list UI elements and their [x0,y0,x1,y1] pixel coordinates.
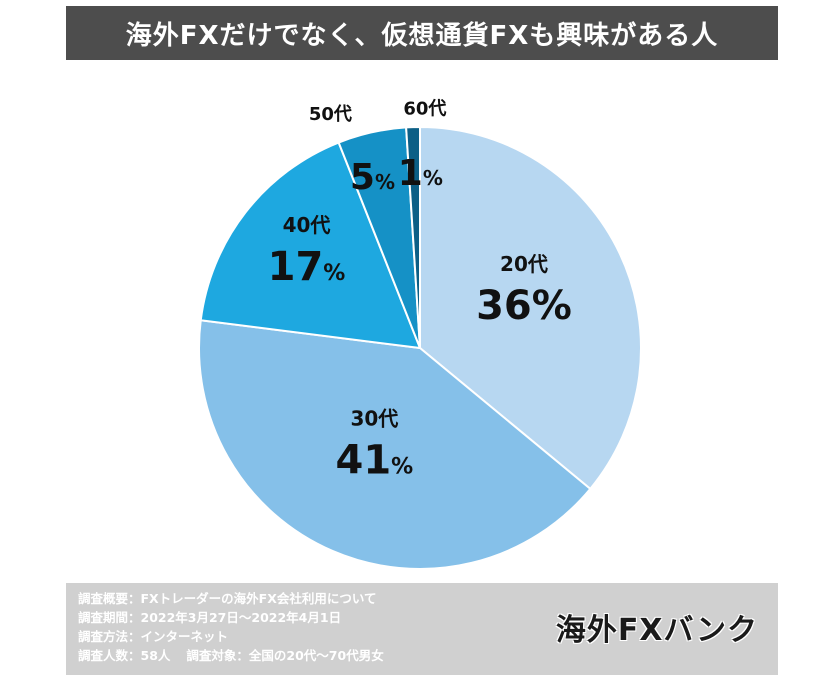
survey-respondents: 調査人数：58人 [78,648,171,663]
slice-category-label-4: 50代 [309,104,352,125]
slice-value-label-5: 1% [398,153,443,194]
slice-category-label-3: 40代 [283,213,331,237]
pie-slice-2 [198,319,592,570]
chart-title: 海外FXだけでなく、仮想通貨FXも興味がある人 [66,6,778,60]
slice-value-label-3: 17% [268,244,346,290]
slice-value-label-4: 5% [350,157,395,198]
survey-target: 調査対象：全国の20代～70代男女 [186,648,384,663]
survey-method: 調査方法：インターネット [78,629,229,644]
survey-notes: 調査概要：FXトレーダーの海外FX会社利用について 調査期間：2022年3月27… [78,589,384,665]
slice-category-label-5: 60代 [403,98,446,119]
pie-slice-1 [419,125,642,491]
pie-slice-5 [405,125,421,349]
survey-summary: 調査概要：FXトレーダーの海外FX会社利用について [78,591,377,606]
slice-category-label-1: 20代 [500,252,548,276]
brand-logo: 海外FXバンク [555,613,758,648]
slice-category-label-2: 30代 [350,406,398,430]
slice-value-label-2: 41% [336,437,414,483]
survey-respondents-row: 調査人数：58人 調査対象：全国の20代～70代男女 [78,646,384,665]
survey-period: 調査期間：2022年3月27日～2022年4月1日 [78,610,342,625]
slice-value-label-1: 36% [476,283,572,329]
pie-slice-3 [199,141,422,350]
survey-footer: 調査概要：FXトレーダーの海外FX会社利用について 調査期間：2022年3月27… [66,583,778,675]
